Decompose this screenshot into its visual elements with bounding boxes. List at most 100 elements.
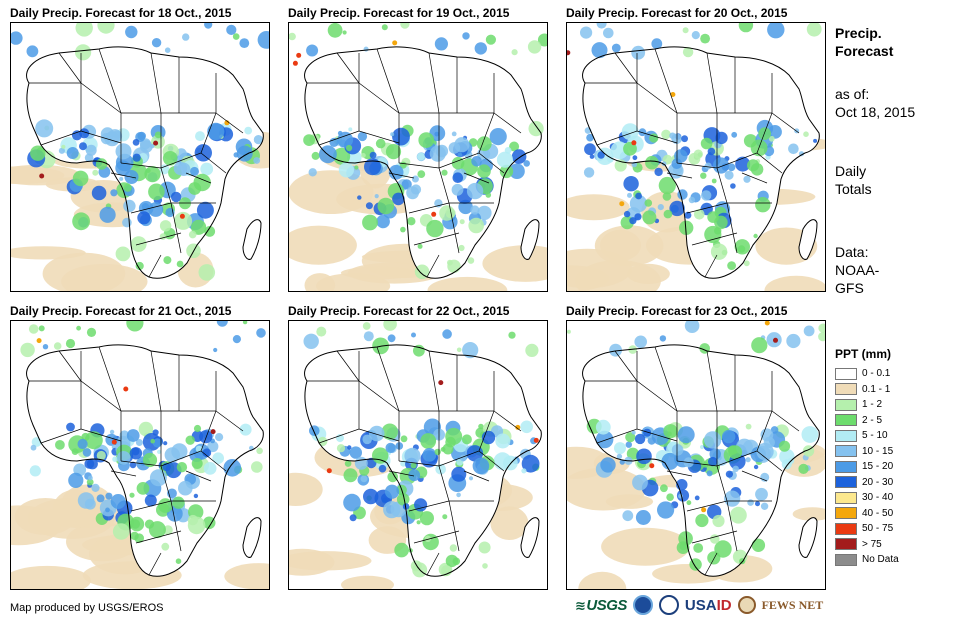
rain-cell bbox=[417, 152, 425, 161]
rain-cell bbox=[527, 40, 542, 54]
legend-swatch bbox=[835, 460, 857, 473]
rain-cell bbox=[142, 452, 158, 468]
rain-cell bbox=[441, 169, 448, 176]
rain-cell bbox=[435, 464, 446, 475]
country-border bbox=[170, 500, 182, 552]
rain-cell bbox=[755, 487, 768, 501]
country-border bbox=[741, 470, 768, 482]
rain-cell bbox=[193, 424, 202, 433]
rain-cell bbox=[26, 45, 39, 58]
rain-cell bbox=[651, 38, 663, 50]
rain-cell bbox=[700, 33, 710, 44]
rain-cell bbox=[159, 220, 172, 232]
rain-cell bbox=[658, 176, 676, 195]
rain-cell bbox=[485, 192, 492, 198]
rain-cell bbox=[163, 441, 168, 446]
rain-cell bbox=[107, 129, 123, 144]
rain-cell bbox=[171, 443, 188, 460]
rain-cell bbox=[364, 158, 381, 176]
rain-cell bbox=[411, 175, 419, 183]
sidebar-as-of: as of: Oct 18, 2015 bbox=[835, 86, 916, 120]
rain-cell bbox=[760, 502, 769, 510]
rain-cell bbox=[372, 447, 389, 464]
rain-cell bbox=[586, 133, 594, 142]
rain-cell bbox=[365, 202, 373, 210]
madagascar bbox=[242, 517, 262, 558]
rain-cell bbox=[429, 145, 446, 162]
rain-cell bbox=[621, 123, 639, 141]
legend-swatch bbox=[835, 445, 857, 458]
country-border bbox=[148, 254, 162, 278]
heavy-rain-cell bbox=[179, 213, 185, 219]
rain-cell bbox=[152, 429, 159, 436]
rain-cell bbox=[724, 490, 741, 507]
country-border bbox=[771, 112, 800, 134]
rain-cell bbox=[388, 164, 404, 180]
legend-item: 30 - 40 bbox=[835, 490, 899, 506]
rain-cell bbox=[461, 434, 472, 445]
rain-cell bbox=[188, 182, 202, 195]
rain-cell bbox=[68, 472, 84, 488]
rain-cell bbox=[635, 192, 642, 200]
rain-cell bbox=[212, 452, 224, 464]
rain-cell bbox=[466, 445, 484, 462]
rain-cell bbox=[657, 204, 664, 211]
rain-cell bbox=[695, 513, 709, 528]
rain-cell bbox=[154, 131, 162, 139]
country-border bbox=[376, 48, 400, 114]
rain-cell bbox=[798, 151, 805, 157]
rain-cell bbox=[20, 342, 35, 358]
rain-cell bbox=[659, 335, 667, 342]
rain-cell bbox=[482, 563, 488, 569]
dry-patch bbox=[289, 225, 357, 265]
rain-cell bbox=[381, 24, 388, 31]
country-border bbox=[426, 254, 440, 278]
rain-cell bbox=[634, 213, 642, 221]
rain-cell bbox=[92, 169, 99, 176]
usaid-seal-icon bbox=[658, 595, 679, 615]
coastline bbox=[304, 344, 542, 577]
coastline bbox=[26, 344, 264, 577]
rain-cell bbox=[467, 257, 475, 264]
legend-item: 15 - 20 bbox=[835, 459, 899, 475]
country-border bbox=[413, 530, 460, 544]
rain-cell bbox=[129, 492, 135, 498]
country-border bbox=[135, 232, 182, 246]
rain-cell bbox=[174, 211, 193, 230]
rain-cell bbox=[778, 440, 791, 452]
legend-item: 0 - 0.1 bbox=[835, 366, 899, 382]
legend-swatch bbox=[835, 538, 857, 551]
rain-cell bbox=[202, 448, 212, 458]
rain-cell bbox=[661, 129, 671, 140]
rain-cell bbox=[657, 501, 675, 519]
rain-cell bbox=[316, 326, 327, 337]
country-border bbox=[726, 500, 738, 552]
waves-icon: ≋ bbox=[575, 597, 586, 613]
rain-cell bbox=[164, 47, 171, 53]
rain-cell bbox=[661, 452, 679, 470]
rain-cell bbox=[567, 329, 571, 334]
rain-cell bbox=[424, 535, 431, 542]
rain-cell bbox=[30, 145, 46, 161]
heavy-rain-cell bbox=[326, 468, 332, 474]
rain-cell bbox=[414, 264, 430, 280]
rain-cell bbox=[84, 431, 103, 450]
rain-cell bbox=[55, 440, 65, 450]
legend-label: 20 - 30 bbox=[862, 476, 894, 488]
rain-cell bbox=[387, 334, 396, 343]
dry-patch bbox=[224, 563, 269, 589]
rain-cell bbox=[686, 500, 692, 506]
usgs-logo: ≋USGS bbox=[575, 596, 627, 614]
rain-cell bbox=[595, 430, 614, 449]
rain-cell bbox=[75, 44, 92, 61]
dry-patch bbox=[567, 467, 646, 511]
rain-cell bbox=[472, 457, 490, 475]
rain-cell bbox=[629, 217, 637, 225]
rain-cell bbox=[176, 260, 184, 268]
rain-cell bbox=[28, 324, 39, 334]
rain-cell bbox=[135, 439, 143, 446]
rain-cell bbox=[634, 335, 647, 349]
rain-cell bbox=[634, 433, 646, 445]
rain-cell bbox=[362, 214, 378, 231]
rain-cell bbox=[86, 327, 97, 337]
